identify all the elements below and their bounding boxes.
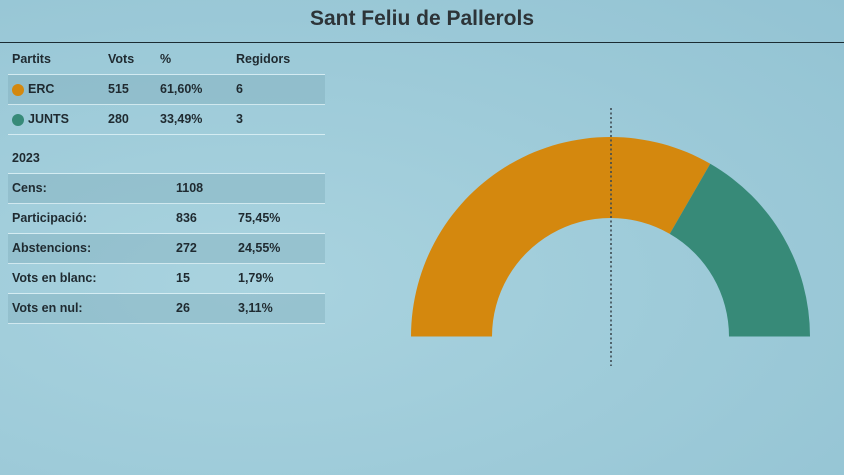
col-partits: Partits xyxy=(12,52,51,66)
party-pct: 33,49% xyxy=(160,112,203,126)
summary-label: Cens: xyxy=(12,181,47,195)
summary-row: Participació: 836 75,45% xyxy=(8,204,325,234)
party-seats: 3 xyxy=(236,112,243,126)
summary-row: Abstencions: 272 24,55% xyxy=(8,234,325,264)
seat-arc-junts xyxy=(669,163,810,337)
summary-year-row: 2023 xyxy=(8,144,325,174)
summary-label: Vots en blanc: xyxy=(12,271,97,285)
summary-value: 15 xyxy=(176,271,190,285)
summary-pct: 1,79% xyxy=(238,271,274,285)
summary-pct: 3,11% xyxy=(238,301,273,315)
party-color-dot-icon xyxy=(12,114,24,126)
summary-row: Cens: 1108 xyxy=(8,174,325,204)
summary-label: Vots en nul: xyxy=(12,301,83,315)
summary-row: Vots en nul: 26 3,11% xyxy=(8,294,325,324)
summary-value: 836 xyxy=(176,211,197,225)
summary-row: Vots en blanc: 15 1,79% xyxy=(8,264,325,294)
party-name: JUNTS xyxy=(28,112,69,126)
col-vots: Vots xyxy=(108,52,135,66)
party-pct: 61,60% xyxy=(160,82,203,96)
party-color-dot-icon xyxy=(12,84,24,96)
summary-value: 26 xyxy=(176,301,190,315)
summary-table: 2023 Cens: 1108 Participació: 836 75,45%… xyxy=(8,144,325,324)
col-pct: % xyxy=(160,52,172,66)
seat-arc-erc xyxy=(411,136,711,337)
party-votes: 280 xyxy=(108,112,129,126)
parties-table: Partits Vots % Regidors ERC 515 61,60% 6… xyxy=(8,45,325,135)
party-row-erc: ERC 515 61,60% 6 xyxy=(8,75,325,105)
title-divider xyxy=(0,42,844,43)
party-name: ERC xyxy=(28,82,55,96)
party-row-junts: JUNTS 280 33,49% 3 xyxy=(8,105,325,135)
summary-pct: 75,45% xyxy=(238,211,281,225)
summary-value: 1108 xyxy=(176,181,204,195)
summary-label: Participació: xyxy=(12,211,88,225)
election-year: 2023 xyxy=(12,151,40,165)
party-seats: 6 xyxy=(236,82,243,96)
party-votes: 515 xyxy=(108,82,129,96)
page-title: Sant Feliu de Pallerols xyxy=(309,7,535,30)
summary-value: 272 xyxy=(176,241,197,255)
summary-pct: 24,55% xyxy=(238,241,281,255)
col-regidors: Regidors xyxy=(236,52,291,66)
summary-label: Abstencions: xyxy=(12,241,92,255)
parties-table-header: Partits Vots % Regidors xyxy=(8,45,325,75)
